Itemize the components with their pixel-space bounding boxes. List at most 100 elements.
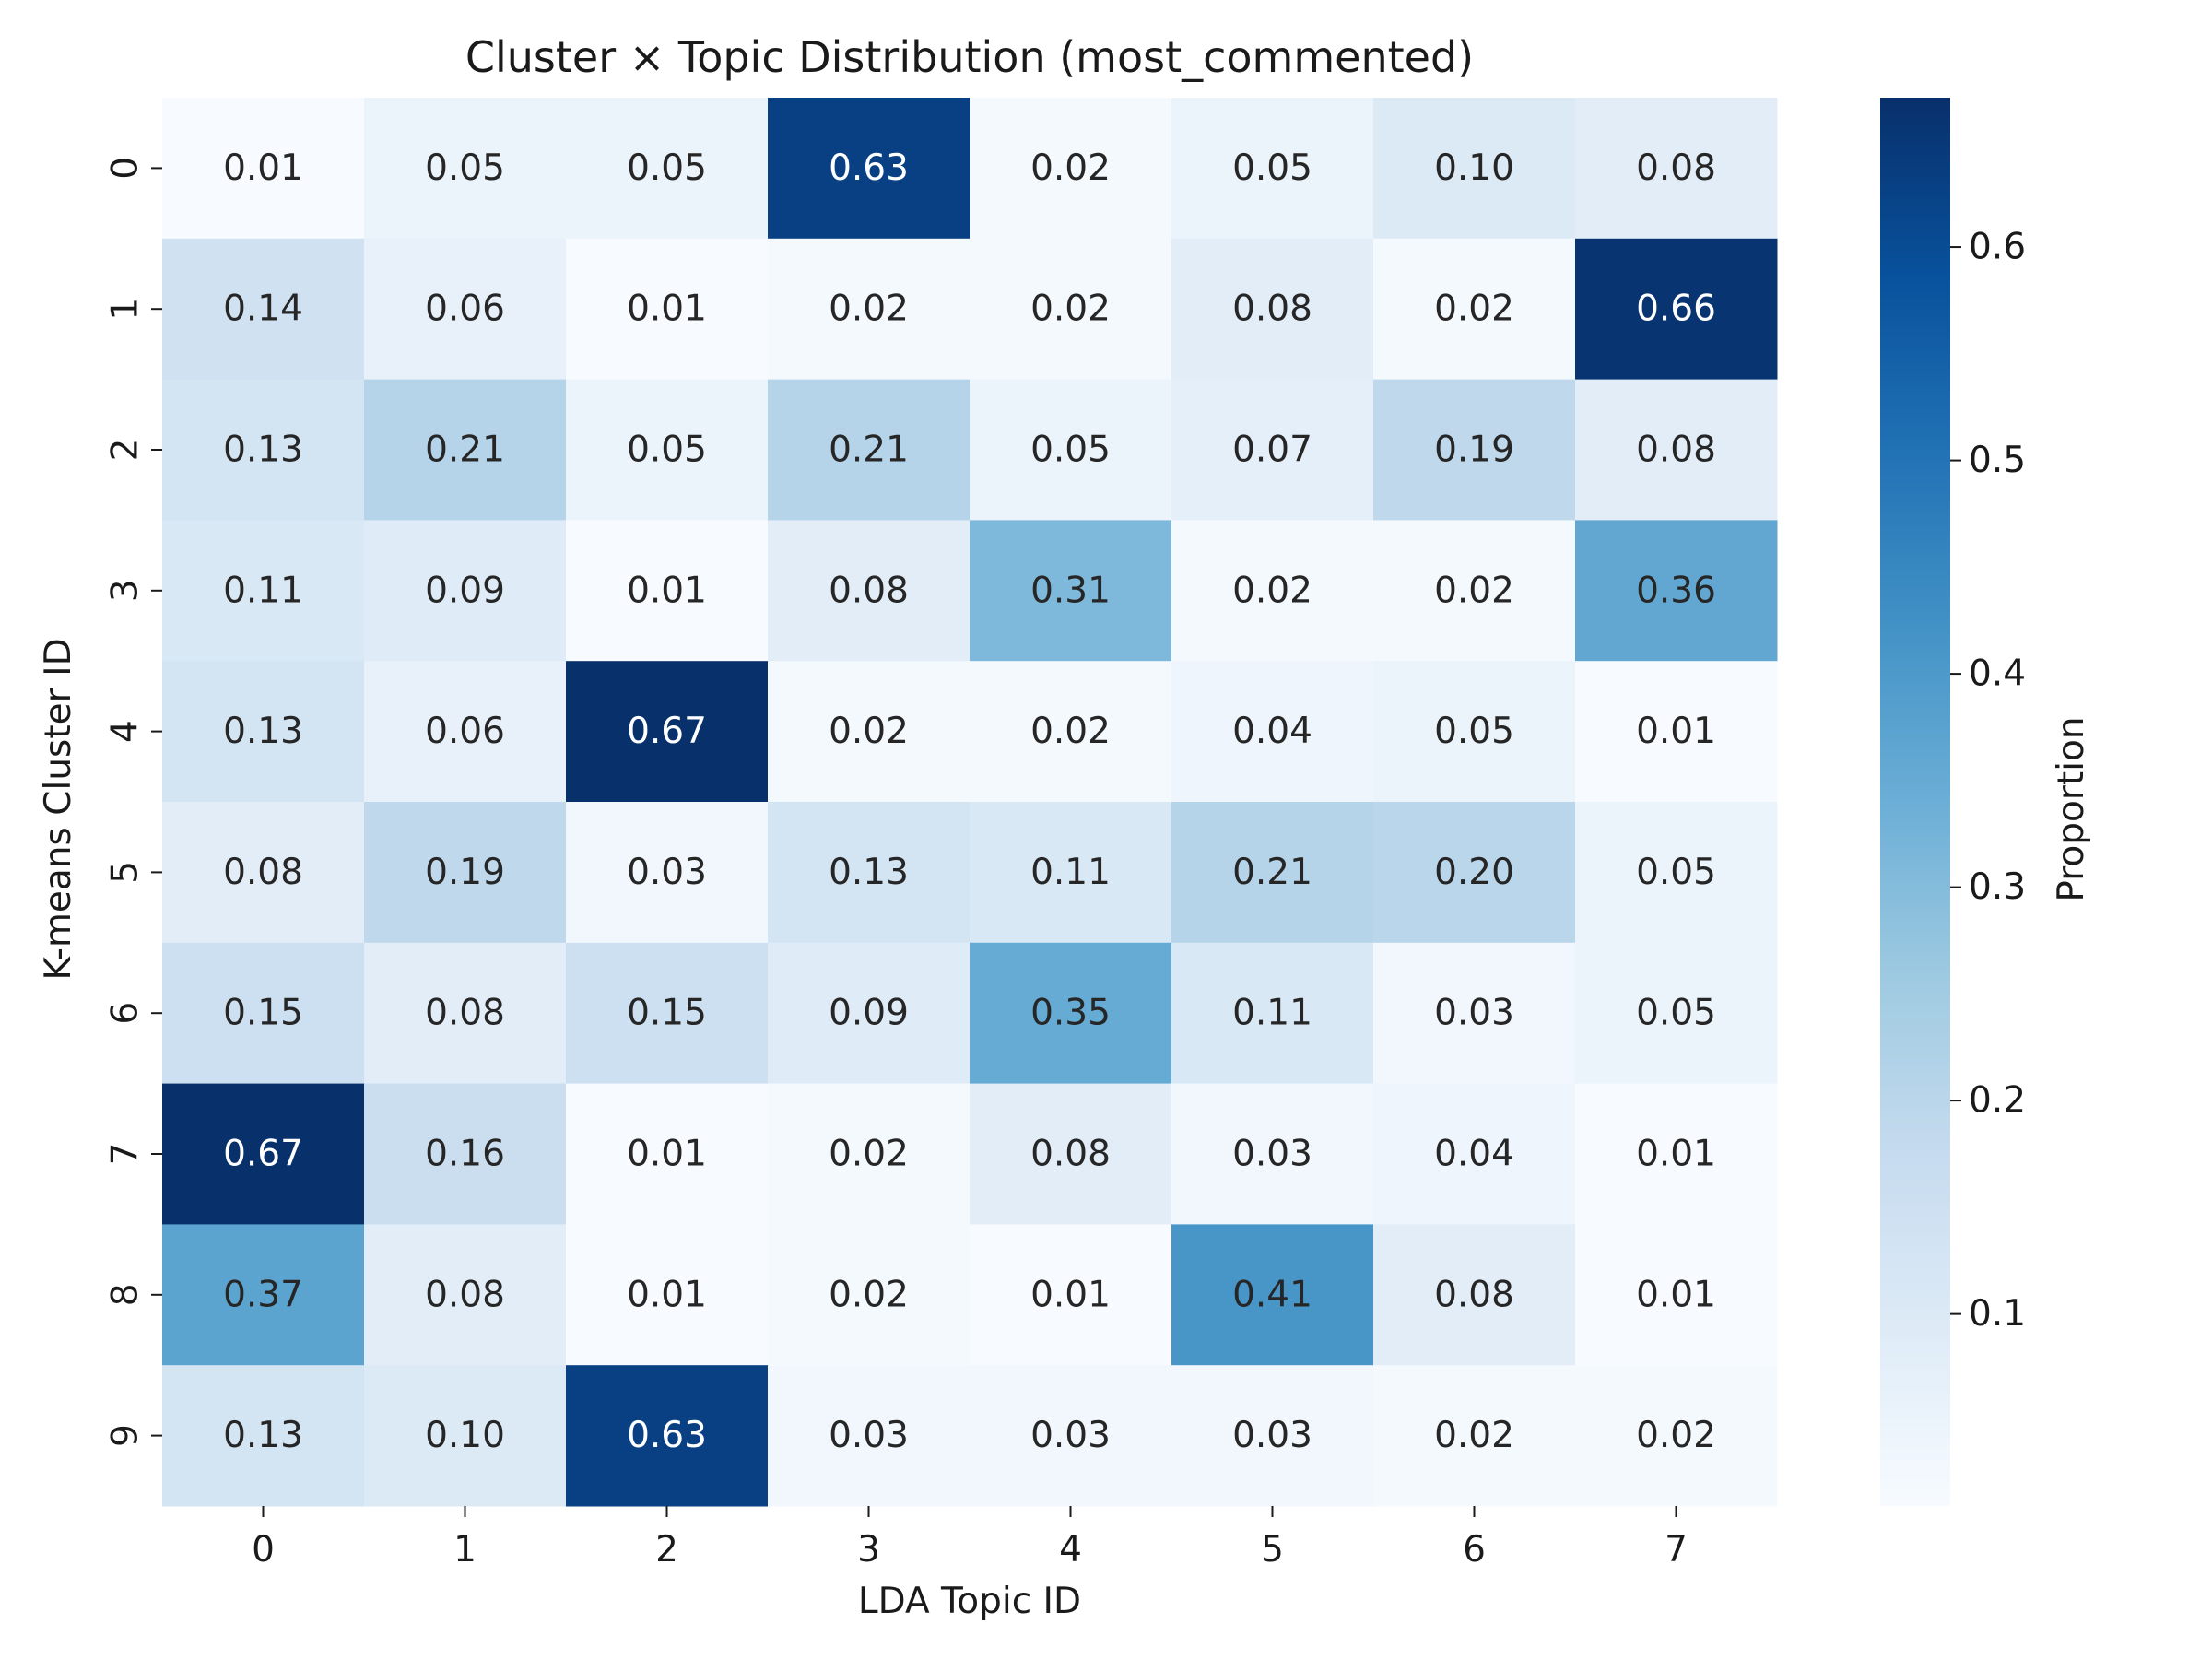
cell-value-label: 0.01 [1030, 1274, 1111, 1315]
heatmap-cell [1575, 942, 1778, 1085]
cell-value-label: 0.05 [1434, 711, 1514, 752]
heatmap-cell [566, 942, 769, 1085]
cell-value-label: 0.41 [1232, 1274, 1312, 1315]
heatmap-cell [162, 520, 365, 662]
cell-value-label: 0.03 [1030, 1415, 1111, 1456]
heatmap-cell [970, 661, 1172, 803]
chart-title: Cluster × Topic Distribution (most_comme… [465, 32, 1474, 82]
heatmap-cell [1171, 1224, 1374, 1366]
cell-value-label: 0.09 [829, 993, 909, 1034]
colorbar-gradient [1880, 98, 1950, 1506]
heatmap-cell [1575, 1224, 1778, 1366]
cell-value-label: 0.05 [627, 429, 707, 471]
x-tick-label: 5 [1261, 1529, 1284, 1571]
cell-value-label: 0.08 [829, 570, 909, 611]
cell-value-label: 0.15 [627, 993, 707, 1034]
heatmap-cell [1373, 98, 1576, 240]
colorbar: 0.1 0.2 0.3 0.4 0.5 0.6 [1880, 98, 2026, 1506]
cell-value-label: 0.05 [1636, 993, 1716, 1034]
cell-value-label: 0.01 [627, 570, 707, 611]
heatmap-cell [768, 661, 971, 803]
heatmap-cell [364, 661, 567, 803]
cell-value-label: 0.13 [829, 852, 909, 893]
x-tick-label: 0 [252, 1529, 275, 1571]
x-tick-label: 4 [1059, 1529, 1082, 1571]
heatmap-cell [364, 1365, 567, 1507]
x-tick-label: 1 [453, 1529, 477, 1571]
cell-value-label: 0.02 [1434, 1415, 1514, 1456]
cell-value-label: 0.11 [1030, 852, 1111, 893]
cell-value-label: 0.35 [1030, 993, 1111, 1034]
cell-value-label: 0.20 [1434, 852, 1514, 893]
heatmap-cell [970, 379, 1172, 521]
cell-value-label: 0.02 [829, 711, 909, 752]
y-tick-label: 6 [105, 1002, 147, 1025]
cell-value-label: 0.66 [1636, 288, 1716, 330]
cell-value-label: 0.03 [627, 852, 707, 893]
cell-value-label: 0.01 [1636, 711, 1716, 752]
heatmap-cell [162, 379, 365, 521]
y-tick-label: 0 [105, 157, 147, 180]
colorbar-tick-label: 0.4 [1969, 653, 2026, 695]
heatmap-cell [566, 238, 769, 381]
cell-value-label: 0.10 [425, 1415, 505, 1456]
heatmap-cell [1373, 379, 1576, 521]
cell-value-label: 0.67 [627, 711, 707, 752]
cell-value-label: 0.05 [1232, 147, 1312, 189]
cell-value-label: 0.01 [1636, 1274, 1716, 1315]
heatmap-cell [162, 1365, 365, 1507]
heatmap-cell [768, 1083, 971, 1225]
y-tick-label: 9 [105, 1424, 147, 1447]
cell-value-label: 0.08 [1030, 1134, 1111, 1175]
heatmap-cell [162, 661, 365, 803]
x-tick-label: 6 [1463, 1529, 1486, 1571]
cell-value-label: 0.02 [1030, 288, 1111, 330]
cell-value-label: 0.03 [1434, 993, 1514, 1034]
cell-value-label: 0.63 [627, 1415, 707, 1456]
cell-value-label: 0.06 [425, 711, 505, 752]
x-axis-label: LDA Topic ID [858, 1581, 1081, 1622]
heatmap-cell [364, 98, 567, 240]
heatmap-cell [970, 1083, 1172, 1225]
heatmap-cell [1171, 379, 1374, 521]
cell-value-label: 0.02 [829, 288, 909, 330]
heatmap-cell [970, 1365, 1172, 1507]
heatmap-cell-labels: 0.01 0.05 0.05 0.63 0.02 0.05 0.10 0.08 0.14 0.06… [223, 147, 1716, 1456]
heatmap-cell [1171, 802, 1374, 944]
heatmap-cell [566, 98, 769, 240]
heatmap-cell [1171, 1365, 1374, 1507]
heatmap-cell [970, 1224, 1172, 1366]
cell-value-label: 0.06 [425, 288, 505, 330]
cell-value-label: 0.11 [223, 570, 303, 611]
colorbar-tick-label: 0.2 [1969, 1080, 2026, 1122]
x-tick-label: 7 [1665, 1529, 1688, 1571]
cell-value-label: 0.09 [425, 570, 505, 611]
colorbar-tick-label: 0.3 [1969, 866, 2026, 908]
cell-value-label: 0.08 [425, 993, 505, 1034]
cell-value-label: 0.19 [425, 852, 505, 893]
cell-value-label: 0.05 [1636, 852, 1716, 893]
heatmap-cell [1575, 661, 1778, 803]
cell-value-label: 0.02 [1232, 570, 1312, 611]
heatmap-cell [364, 942, 567, 1085]
cell-value-label: 0.16 [425, 1134, 505, 1175]
cell-value-label: 0.04 [1434, 1134, 1514, 1175]
y-axis-ticks: 0 1 2 3 4 5 6 7 8 9 [105, 157, 162, 1447]
colorbar-tick-label: 0.6 [1969, 227, 2026, 268]
heatmap-cell [970, 98, 1172, 240]
x-tick-label: 3 [857, 1529, 880, 1571]
heatmap-cell [566, 802, 769, 944]
cell-value-label: 0.31 [1030, 570, 1111, 611]
heatmap-cell [566, 379, 769, 521]
heatmap-cell [1373, 802, 1576, 944]
cell-value-label: 0.08 [1232, 288, 1312, 330]
cell-value-label: 0.19 [1434, 429, 1514, 471]
cell-value-label: 0.67 [223, 1134, 303, 1175]
heatmap-cell [566, 520, 769, 662]
heatmap-cell [566, 1365, 769, 1507]
x-tick-label: 2 [655, 1529, 678, 1571]
heatmap-cell [1171, 942, 1374, 1085]
heatmap-cell [364, 1224, 567, 1366]
colorbar-tick-label: 0.1 [1969, 1293, 2026, 1335]
